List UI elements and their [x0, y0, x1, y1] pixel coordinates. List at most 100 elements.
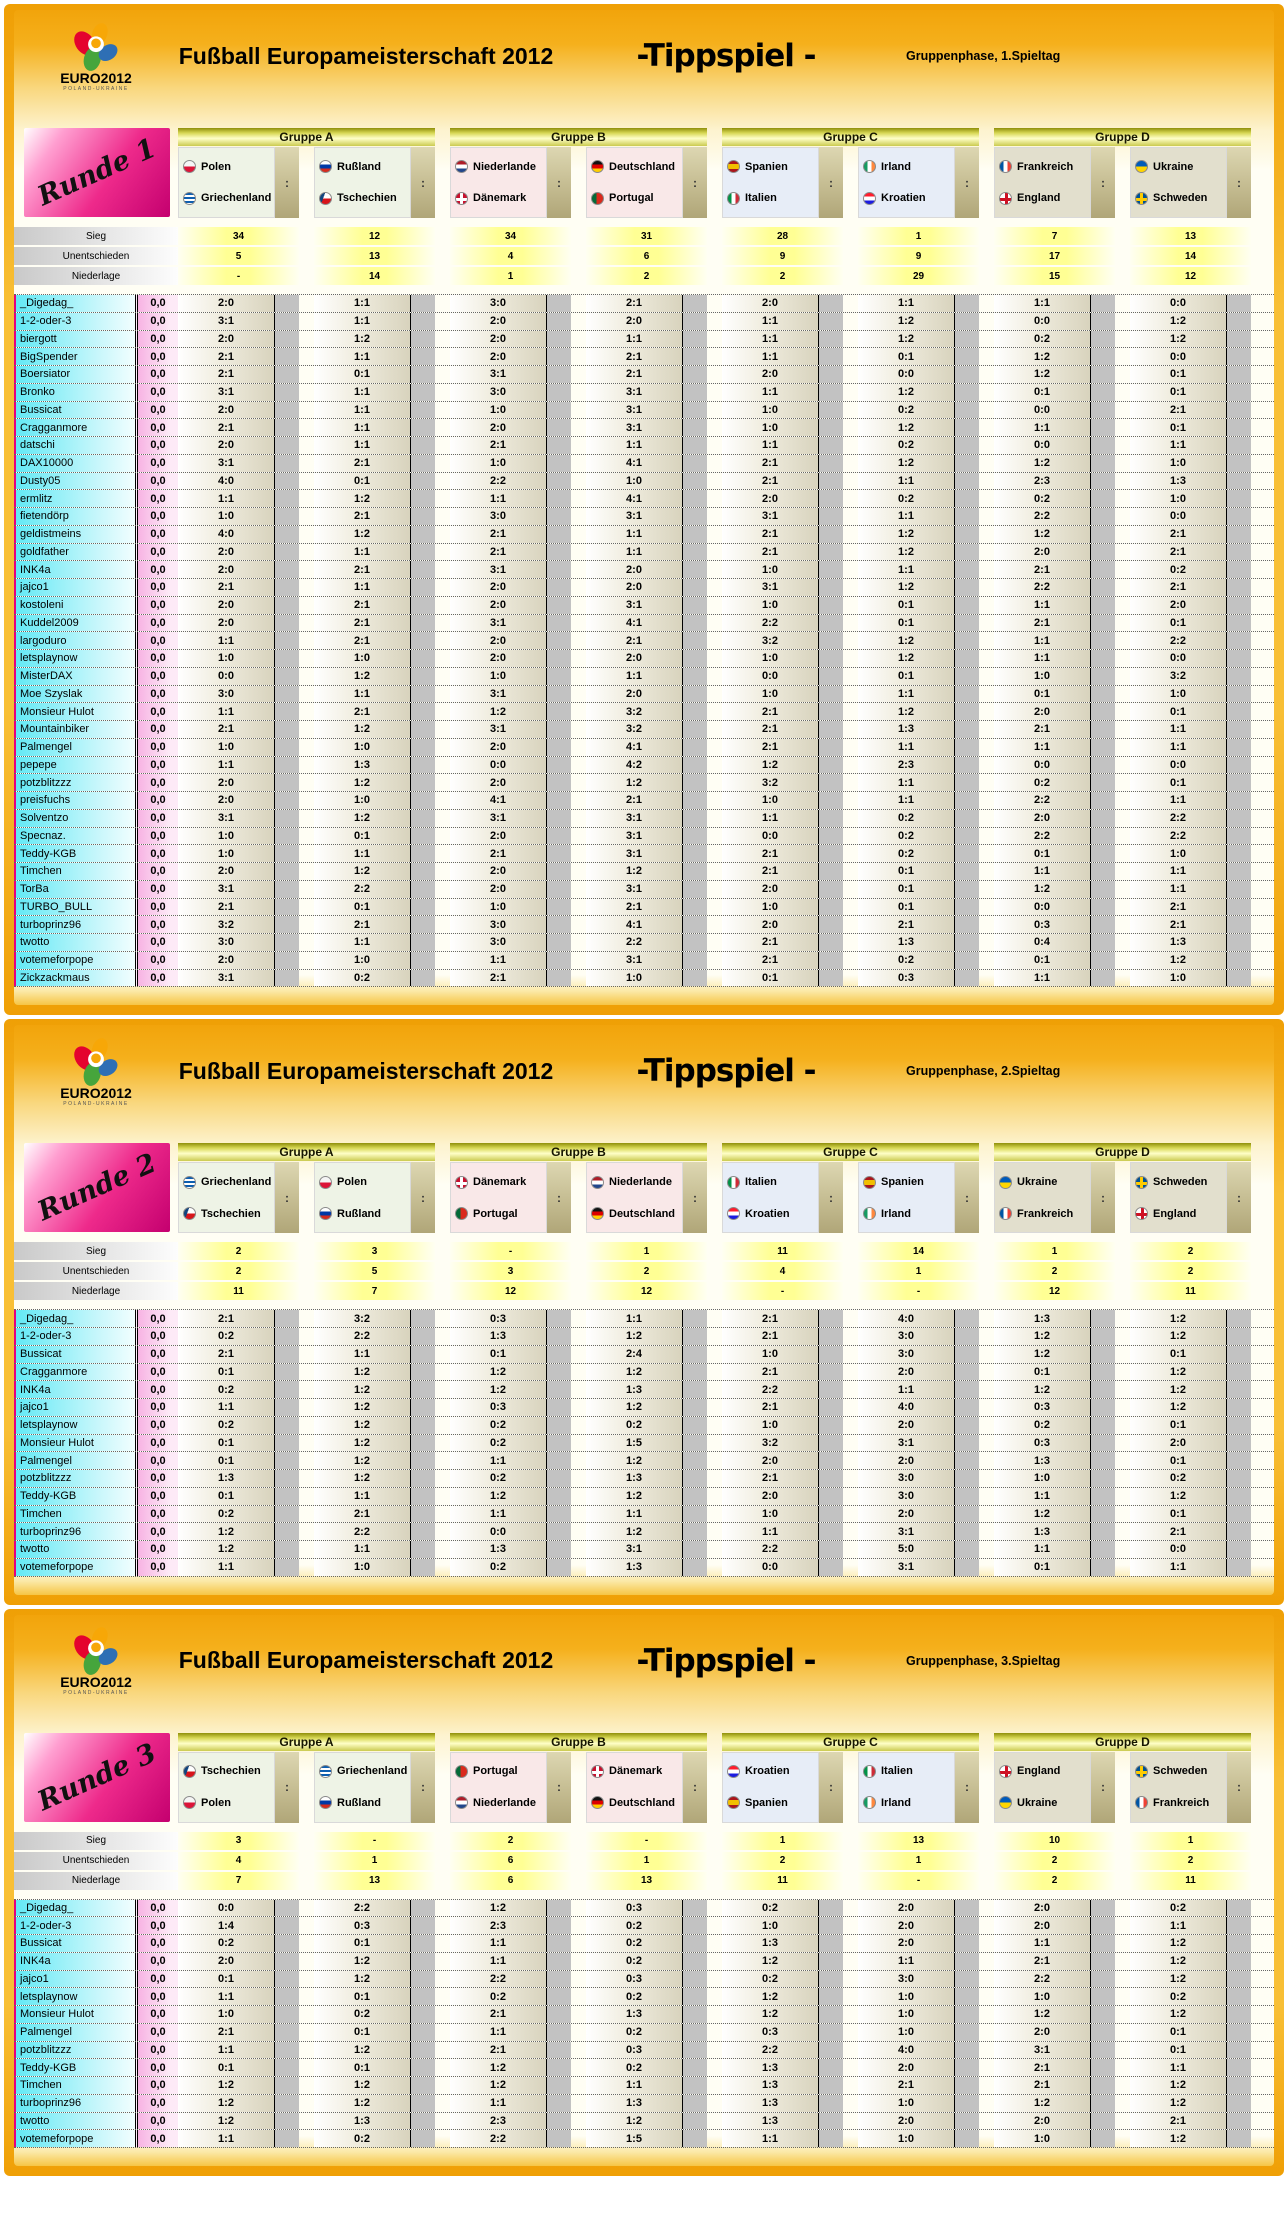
tip-cell[interactable]: 1:2: [858, 330, 955, 348]
tip-cell[interactable]: 2:1: [722, 703, 819, 720]
tip-cell[interactable]: 3:1: [858, 1558, 955, 1576]
tip-cell[interactable]: 2:0: [994, 2112, 1091, 2130]
tip-cell[interactable]: 1:1: [586, 2077, 683, 2094]
tip-cell[interactable]: 0:1: [178, 2059, 275, 2076]
tip-cell[interactable]: 0:0: [450, 1523, 547, 1540]
tip-cell[interactable]: 1:1: [858, 792, 955, 809]
tip-cell[interactable]: 0:2: [1130, 561, 1227, 578]
tip-cell[interactable]: 2:0: [450, 596, 547, 614]
tip-cell[interactable]: 0:2: [1130, 1470, 1227, 1487]
tip-cell[interactable]: 1:1: [858, 508, 955, 525]
tip-cell[interactable]: 2:1: [314, 596, 411, 614]
tip-cell[interactable]: 2:2: [994, 508, 1091, 525]
tip-cell[interactable]: 2:0: [722, 916, 819, 933]
tip-cell[interactable]: 2:0: [858, 1917, 955, 1934]
tip-cell[interactable]: 1:3: [586, 1470, 683, 1487]
tip-cell[interactable]: 2:0: [722, 1452, 819, 1469]
tip-cell[interactable]: 0:2: [450, 1558, 547, 1576]
tip-cell[interactable]: 0:1: [314, 1935, 411, 1952]
tip-cell[interactable]: 1:2: [858, 419, 955, 436]
tip-cell[interactable]: 1:1: [450, 490, 547, 507]
tip-cell[interactable]: 1:1: [314, 419, 411, 436]
tip-cell[interactable]: 1:2: [994, 1505, 1091, 1523]
tip-cell[interactable]: 2:0: [450, 880, 547, 898]
tip-cell[interactable]: 2:0: [586, 561, 683, 578]
tip-cell[interactable]: 3:1: [722, 508, 819, 525]
tip-cell[interactable]: 2:1: [450, 525, 547, 543]
tip-cell[interactable]: 1:2: [314, 525, 411, 543]
tip-cell[interactable]: 0:1: [314, 827, 411, 845]
tip-cell[interactable]: 4:0: [858, 1399, 955, 1416]
tip-cell[interactable]: 1:2: [722, 1952, 819, 1970]
tip-cell[interactable]: 3:1: [586, 1541, 683, 1558]
tip-cell[interactable]: 1:2: [858, 454, 955, 472]
tip-cell[interactable]: 1:2: [858, 632, 955, 649]
tip-cell[interactable]: 4:1: [586, 490, 683, 507]
tip-cell[interactable]: 0:2: [1130, 1988, 1227, 2005]
tip-cell[interactable]: 1:0: [994, 2130, 1091, 2147]
tip-cell[interactable]: 2:4: [586, 1345, 683, 1363]
tip-cell[interactable]: 1:5: [586, 2130, 683, 2147]
tip-cell[interactable]: 3:1: [178, 969, 275, 987]
tip-cell[interactable]: 3:2: [586, 703, 683, 720]
tip-cell[interactable]: 1:2: [994, 348, 1091, 365]
tip-cell[interactable]: 2:1: [450, 969, 547, 987]
tip-cell[interactable]: 1:1: [1130, 1917, 1227, 1934]
tip-cell[interactable]: 1:2: [178, 1523, 275, 1540]
tip-cell[interactable]: 3:2: [586, 721, 683, 738]
tip-cell[interactable]: 1:2: [314, 1434, 411, 1452]
tip-cell[interactable]: 1:1: [994, 632, 1091, 649]
tip-cell[interactable]: 2:2: [450, 1970, 547, 1988]
tip-cell[interactable]: 0:3: [994, 1399, 1091, 1416]
tip-cell[interactable]: 0:1: [450, 1345, 547, 1363]
tip-cell[interactable]: 2:2: [1130, 632, 1227, 649]
tip-cell[interactable]: 3:0: [450, 934, 547, 951]
tip-cell[interactable]: 0:3: [314, 1917, 411, 1934]
tip-cell[interactable]: 0:2: [450, 1988, 547, 2005]
tip-cell[interactable]: 1:1: [450, 1952, 547, 1970]
tip-cell[interactable]: 1:1: [178, 1558, 275, 1576]
tip-cell[interactable]: 1:2: [994, 1328, 1091, 1345]
tip-cell[interactable]: 1:2: [450, 703, 547, 720]
tip-cell[interactable]: 0:1: [858, 667, 955, 685]
tip-cell[interactable]: 1:1: [858, 738, 955, 756]
tip-cell[interactable]: 1:3: [722, 2077, 819, 2094]
tip-cell[interactable]: 3:2: [178, 916, 275, 933]
tip-cell[interactable]: 1:0: [858, 2130, 955, 2147]
tip-cell[interactable]: 4:1: [450, 792, 547, 809]
tip-cell[interactable]: 2:1: [858, 916, 955, 933]
tip-cell[interactable]: 2:1: [314, 632, 411, 649]
tip-cell[interactable]: 1:3: [314, 756, 411, 774]
tip-cell[interactable]: 1:2: [1130, 2077, 1227, 2094]
tip-cell[interactable]: 1:1: [178, 703, 275, 720]
tip-cell[interactable]: 3:1: [586, 880, 683, 898]
tip-cell[interactable]: 0:2: [858, 845, 955, 862]
tip-cell[interactable]: 1:1: [722, 2130, 819, 2147]
tip-cell[interactable]: 1:2: [586, 1363, 683, 1381]
tip-cell[interactable]: 1:1: [314, 383, 411, 401]
tip-cell[interactable]: 1:0: [178, 2006, 275, 2023]
tip-cell[interactable]: 0:1: [994, 1363, 1091, 1381]
tip-cell[interactable]: 0:0: [994, 756, 1091, 774]
tip-cell[interactable]: 1:1: [314, 348, 411, 365]
tip-cell[interactable]: 1:2: [314, 774, 411, 791]
tip-cell[interactable]: 1:0: [994, 1470, 1091, 1487]
tip-cell[interactable]: 2:0: [586, 685, 683, 703]
tip-cell[interactable]: 1:2: [314, 721, 411, 738]
tip-cell[interactable]: 2:0: [178, 951, 275, 969]
tip-cell[interactable]: 0:1: [994, 383, 1091, 401]
tip-cell[interactable]: 3:2: [722, 774, 819, 791]
tip-cell[interactable]: 2:0: [450, 632, 547, 649]
tip-cell[interactable]: 1:2: [1130, 1381, 1227, 1398]
tip-cell[interactable]: 0:2: [994, 1416, 1091, 1434]
tip-cell[interactable]: 0:0: [722, 1558, 819, 1576]
tip-cell[interactable]: 2:0: [178, 401, 275, 419]
tip-cell[interactable]: 1:1: [1130, 1558, 1227, 1576]
tip-cell[interactable]: 4:1: [586, 454, 683, 472]
tip-cell[interactable]: 1:1: [586, 543, 683, 561]
tip-cell[interactable]: 0:1: [1130, 419, 1227, 436]
tip-cell[interactable]: 2:0: [858, 1899, 955, 1917]
tip-cell[interactable]: 3:0: [450, 295, 547, 312]
tip-cell[interactable]: 2:0: [586, 312, 683, 330]
tip-cell[interactable]: 1:2: [858, 650, 955, 667]
